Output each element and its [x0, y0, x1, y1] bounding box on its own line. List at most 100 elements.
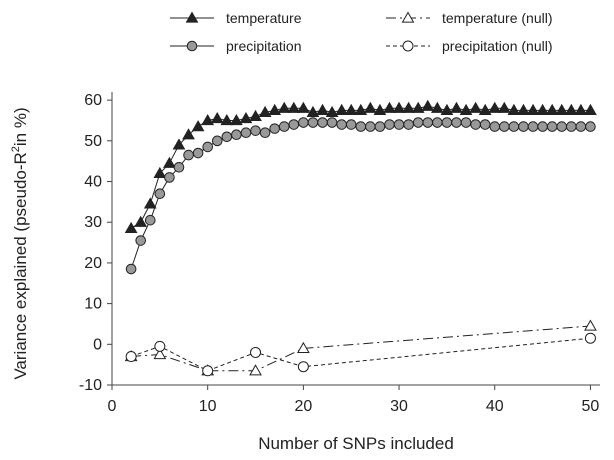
triangle-filled-marker — [230, 113, 243, 126]
y-tick-label: -10 — [79, 377, 102, 394]
circle-filled-marker — [135, 235, 147, 246]
triangle-filled-marker — [440, 103, 454, 115]
circle-open-marker — [584, 332, 596, 344]
circle-open-marker — [402, 40, 414, 52]
circle-filled-marker — [259, 127, 271, 138]
series-layer — [124, 99, 597, 377]
circle-filled-marker — [460, 117, 472, 128]
y-tick-label: 60 — [84, 92, 102, 109]
triangle-filled-marker — [182, 128, 195, 140]
circle-filled-marker — [556, 121, 568, 132]
ticks: 0 10 20 30 40 50 -10 0 10 20 30 40 50 60 — [79, 92, 600, 415]
x-axis-title: Number of SNPs included — [258, 434, 454, 453]
triangle-filled-marker — [325, 105, 339, 117]
circle-filled-marker — [186, 40, 198, 52]
circle-filled-marker — [326, 117, 338, 128]
triangle-filled-marker — [526, 103, 540, 115]
triangle-open-marker — [249, 364, 262, 376]
circle-filled-marker — [527, 121, 539, 132]
triangle-filled-marker — [497, 101, 511, 113]
triangle-filled-marker — [363, 101, 377, 113]
triangle-filled-marker — [220, 113, 234, 126]
triangle-filled-marker — [239, 111, 253, 124]
x-tick-label: 0 — [108, 398, 117, 415]
circle-filled-marker — [403, 119, 414, 130]
legend-item: temperature (null) — [386, 10, 553, 26]
triangle-filled-marker — [306, 105, 320, 117]
triangle-filled-marker — [163, 156, 176, 168]
triangle-filled-marker — [488, 101, 502, 113]
circle-filled-marker — [479, 119, 491, 130]
circle-filled-marker — [412, 117, 424, 128]
circle-filled-marker — [125, 263, 137, 275]
series-temperature — [124, 99, 597, 233]
triangle-filled-marker — [402, 101, 415, 113]
triangle-filled-marker — [277, 101, 291, 113]
circle-filled-marker — [432, 117, 443, 128]
triangle-filled-marker — [430, 101, 444, 113]
triangle-filled-marker — [574, 103, 588, 115]
circle-filled-marker — [546, 121, 558, 132]
triangle-filled-marker — [564, 103, 578, 115]
legend-item: precipitation — [170, 38, 302, 54]
circle-filled-marker — [154, 188, 166, 200]
triangle-open-marker — [297, 341, 310, 353]
triangle-filled-marker — [258, 105, 272, 117]
circle-open-marker — [250, 346, 262, 358]
circle-filled-marker — [365, 121, 376, 132]
legend-label: precipitation (null) — [442, 38, 553, 54]
triangle-filled-marker — [354, 103, 368, 115]
triangle-filled-marker — [450, 101, 463, 113]
triangle-open-marker — [584, 319, 597, 331]
triangle-filled-marker — [392, 101, 406, 113]
circle-filled-marker — [422, 117, 434, 128]
legend-label: temperature (null) — [442, 10, 553, 26]
triangle-filled-marker — [517, 103, 530, 115]
triangle-filled-marker — [124, 221, 138, 233]
triangle-filled-marker — [469, 101, 482, 113]
circle-filled-marker — [565, 121, 577, 132]
circle-filled-marker — [384, 119, 395, 130]
triangle-filled-marker — [536, 103, 549, 115]
triangle-filled-marker — [335, 103, 349, 115]
circle-filled-marker — [202, 141, 213, 153]
circle-filled-marker — [183, 149, 194, 161]
circle-filled-marker — [470, 119, 481, 130]
triangle-filled-marker — [201, 113, 215, 126]
triangle-filled-marker — [191, 120, 205, 132]
circle-filled-marker — [575, 121, 587, 132]
circle-open-marker — [202, 365, 214, 377]
circle-filled-marker — [144, 214, 156, 226]
circle-filled-marker — [393, 119, 405, 130]
y-tick-label: 50 — [84, 133, 102, 150]
triangle-filled-marker — [287, 101, 301, 113]
triangle-filled-marker — [143, 197, 157, 209]
x-tick-label: 10 — [199, 398, 217, 415]
circle-filled-marker — [518, 121, 529, 132]
circle-filled-marker — [537, 121, 548, 132]
circle-filled-marker — [240, 127, 252, 138]
triangle-filled-marker — [172, 138, 186, 150]
circle-filled-marker — [355, 121, 367, 132]
legend-item: temperature — [170, 10, 302, 26]
y-axis-title: Variance explained (pseudo-R2in %) — [10, 107, 30, 379]
triangle-filled-marker — [153, 166, 167, 179]
triangle-filled-marker — [316, 103, 329, 115]
circle-filled-marker — [451, 117, 462, 128]
triangle-filled-marker — [555, 103, 569, 115]
circle-filled-marker — [345, 119, 357, 130]
series-line — [130, 337, 591, 372]
triangle-filled-marker — [507, 103, 521, 115]
circle-filled-marker — [192, 147, 204, 159]
circle-filled-marker — [585, 121, 596, 132]
series-line — [131, 325, 591, 372]
circle-open-marker — [297, 361, 309, 373]
circle-filled-marker — [250, 125, 261, 136]
triangle-filled-marker — [249, 109, 262, 122]
circle-open-marker — [125, 351, 137, 363]
series-temperature-null — [124, 319, 597, 376]
circle-filled-marker — [288, 119, 300, 130]
triangle-filled-marker — [411, 101, 425, 113]
triangle-filled-marker — [344, 103, 358, 115]
x-tick-label: 40 — [486, 398, 504, 415]
